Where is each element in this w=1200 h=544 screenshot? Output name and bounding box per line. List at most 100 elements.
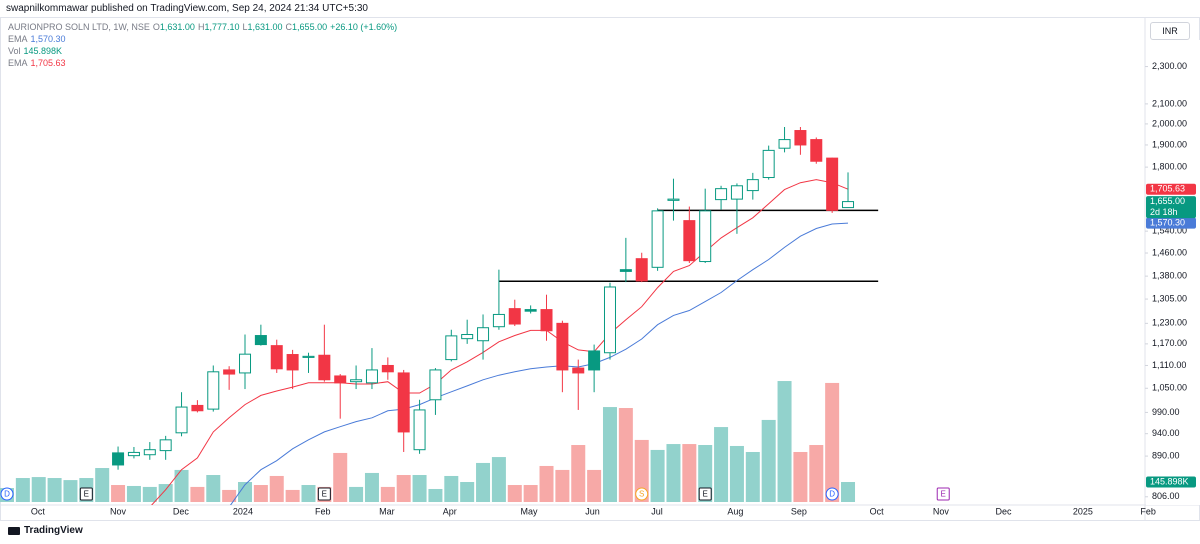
legend-name: EMA (8, 34, 28, 44)
event-label: E (84, 490, 89, 499)
price-tag-label: 1,655.00 (1150, 196, 1185, 206)
volume-bar (539, 465, 554, 502)
legend-row: EMA 1,705.63 (8, 57, 400, 69)
volume-bar (428, 488, 443, 502)
event-marker (635, 487, 649, 501)
legend-name: Vol (8, 46, 21, 56)
candle-body (778, 139, 791, 149)
candle-body (619, 269, 632, 272)
chart-frame (0, 17, 1200, 521)
x-tick-label: Oct (870, 506, 885, 516)
volume-bar (15, 478, 30, 502)
volume-bar (206, 475, 221, 502)
volume-bar (95, 468, 110, 502)
legend-value: 1,570.30 (30, 34, 66, 44)
y-tick-label: 1,050.00 (1152, 383, 1187, 393)
x-tick-label: Dec (996, 506, 1013, 516)
event-label: E (941, 490, 946, 499)
volume-bar (587, 469, 602, 502)
event-marker (936, 487, 950, 501)
y-tick-label: 806.00 (1152, 491, 1180, 501)
volume-bar (745, 451, 760, 502)
candle-body (667, 198, 680, 201)
legend-row: EMA 1,570.30 (8, 33, 400, 45)
ema-line (229, 222, 849, 505)
price-tag (1146, 196, 1196, 219)
candle-body (603, 286, 616, 354)
y-tick-label: 1,230.00 (1152, 318, 1187, 328)
legend-row: AURIONPRO SOLN LTD, 1W, NSE O1,631.00 H1,7… (8, 21, 400, 33)
candle-body (127, 451, 140, 457)
price-tag (1146, 217, 1196, 229)
ohlc-value: 1,631.00 (159, 22, 195, 32)
volume-bar (47, 478, 62, 502)
volume-bar (460, 481, 475, 502)
candle-body (810, 139, 823, 162)
countdown-label: 2d 18h (1150, 207, 1178, 217)
y-tick-label: 940.00 (1152, 428, 1180, 438)
candle-body (191, 404, 204, 412)
x-tick-label: Dec (173, 506, 190, 516)
x-tick-label: Nov (933, 506, 950, 516)
volume-bar (602, 407, 617, 502)
event-marker (317, 487, 331, 501)
volume-bar (238, 481, 253, 502)
volume-bar (650, 449, 665, 502)
x-tick-label: Mar (379, 506, 395, 516)
volume-bar (412, 475, 427, 502)
volume-bar (349, 486, 364, 502)
volume-bar (222, 489, 237, 502)
volume-bar (111, 485, 126, 502)
candle-body (556, 322, 569, 371)
ema-line (151, 179, 849, 505)
candle-body (492, 313, 505, 328)
y-tick-label: 1,900.00 (1152, 139, 1187, 149)
candle-body (730, 185, 743, 200)
candle-body (826, 157, 839, 211)
event-label: E (322, 490, 327, 499)
event-marker (79, 487, 93, 501)
y-tick-label: 1,380.00 (1152, 271, 1187, 281)
currency-button[interactable]: INR (1150, 22, 1190, 40)
volume-bar (809, 445, 824, 502)
x-tick-label: Nov (110, 506, 127, 516)
candle-body (302, 355, 315, 358)
volume-bar (31, 477, 46, 502)
price-tag (1146, 476, 1196, 488)
candle-body (540, 309, 553, 332)
candle-body (588, 350, 601, 371)
volume-bar (190, 486, 205, 502)
volume-bar (714, 427, 729, 502)
candle-body (445, 335, 458, 361)
candle-body (286, 354, 299, 371)
volume-bar (666, 444, 681, 502)
volume-bar (761, 419, 776, 502)
candle-body (159, 439, 172, 452)
candle-body (746, 179, 759, 192)
candle-body (381, 364, 394, 373)
volume-bar (476, 462, 491, 502)
footer: TradingView (8, 525, 83, 536)
x-tick-label: Oct (31, 506, 46, 516)
ohlc-key: H (197, 22, 205, 32)
volume-bar (142, 486, 157, 502)
plot-area (0, 126, 879, 505)
volume-bar (777, 381, 792, 502)
y-tick-label: 1,800.00 (1152, 162, 1187, 172)
candle-body (175, 406, 188, 434)
volume-bar (729, 445, 744, 502)
y-tick-label: 1,460.00 (1152, 247, 1187, 257)
ohlc-key: O (152, 22, 160, 32)
volume-bar (269, 475, 284, 502)
ohlc-value: 1,777.10 (204, 22, 240, 32)
price-tag-label: 1,570.30 (1150, 218, 1185, 228)
y-tick-label: 1,540.00 (1152, 226, 1187, 236)
candle-body (794, 130, 807, 146)
candle-body (635, 258, 648, 282)
logo (8, 526, 20, 535)
candle-body (207, 371, 220, 410)
x-tick-label: 2025 (1073, 506, 1093, 516)
volume-bar (253, 485, 268, 502)
